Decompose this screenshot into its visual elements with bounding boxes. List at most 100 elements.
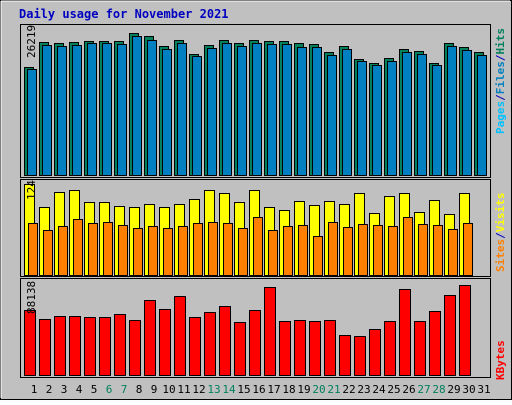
hits-files-pages-bars: [24, 33, 487, 176]
bar-files-day-5: [87, 43, 97, 176]
sites-visits-panel: 124 Sites/Visits: [20, 179, 507, 277]
legend-separator: /: [494, 232, 507, 239]
day-label-25: 25: [387, 383, 400, 396]
bar-files-day-30: [462, 50, 472, 176]
bar-sites-day-30: [463, 223, 473, 276]
bar-kbytes-day-10: [159, 309, 171, 376]
bar-sites-day-28: [433, 225, 443, 276]
kbytes-panel: 88138 KBytes: [20, 278, 507, 380]
day-label-30: 30: [462, 383, 475, 396]
bar-sites-day-13: [208, 222, 218, 276]
day-label-14: 14: [222, 383, 236, 396]
legend-separator: /: [494, 54, 507, 61]
bar-files-day-21: [327, 55, 337, 176]
bar-sites-day-20: [313, 236, 323, 276]
day-label-17: 17: [267, 383, 280, 396]
bar-files-day-15: [237, 46, 247, 176]
bar-kbytes-day-18: [279, 321, 291, 376]
bar-files-day-12: [192, 56, 202, 176]
kbytes-legend: KBytes: [494, 340, 507, 380]
bar-kbytes-day-19: [294, 320, 306, 376]
day-label-20: 20: [312, 383, 325, 396]
day-label-9: 9: [151, 383, 158, 396]
bar-sites-day-11: [178, 226, 188, 276]
bar-kbytes-day-16: [249, 310, 261, 376]
sites-visits-legend: Sites/Visits: [494, 193, 507, 273]
bar-files-day-16: [252, 43, 262, 176]
panel-2-axis-label: Sites/Visits: [494, 193, 507, 273]
bar-kbytes-day-17: [264, 287, 276, 376]
bar-kbytes-day-5: [84, 317, 96, 376]
bar-files-day-19: [297, 47, 307, 176]
day-label-10: 10: [162, 383, 175, 396]
bar-sites-day-27: [418, 224, 428, 276]
legend-kbytes: KBytes: [494, 340, 507, 380]
day-label-15: 15: [237, 383, 250, 396]
bar-kbytes-day-6: [99, 317, 111, 376]
hits-files-pages-panel: 26219 Pages/Files/Hits: [20, 24, 507, 178]
legend-separator: /: [494, 94, 507, 101]
day-label-12: 12: [192, 383, 205, 396]
bar-kbytes-day-29: [444, 295, 456, 376]
bar-kbytes-day-30: [459, 285, 471, 376]
bar-files-day-25: [387, 61, 397, 176]
bar-sites-day-3: [58, 226, 68, 276]
bar-files-day-8: [132, 36, 142, 176]
bar-sites-day-22: [343, 227, 353, 276]
bar-sites-day-23: [358, 224, 368, 276]
bar-files-day-20: [312, 47, 322, 176]
day-label-3: 3: [61, 383, 68, 396]
bar-files-day-22: [342, 49, 352, 176]
day-label-1: 1: [31, 383, 38, 396]
bar-sites-day-16: [253, 217, 263, 276]
bar-files-day-10: [162, 49, 172, 176]
bar-kbytes-day-12: [189, 317, 201, 376]
bar-sites-day-29: [448, 229, 458, 276]
day-labels: 1 2 3 4 5 6 7 8 9 10 11 12 13 14 15 16 17 18 19 20 21 22 23 24 2…: [31, 383, 491, 396]
bar-sites-day-2: [43, 230, 53, 276]
bar-sites-day-24: [373, 225, 383, 276]
legend-files: Files: [494, 61, 507, 94]
bar-sites-day-7: [118, 225, 128, 276]
bar-sites-day-19: [298, 225, 308, 276]
bar-files-day-1: [27, 69, 37, 176]
bar-files-day-4: [72, 45, 82, 176]
sites-visits-bars: [24, 184, 473, 276]
bar-sites-day-4: [73, 219, 83, 276]
bar-files-day-14: [222, 43, 232, 176]
bar-sites-day-18: [283, 226, 293, 276]
bar-kbytes-day-7: [114, 314, 126, 376]
day-label-18: 18: [282, 383, 295, 396]
bar-kbytes-day-1: [24, 310, 36, 376]
legend-pages: Pages: [494, 101, 507, 134]
bar-sites-day-21: [328, 222, 338, 276]
hits-files-pages-legend: Pages/Files/Hits: [494, 28, 507, 134]
bar-sites-day-9: [148, 226, 158, 276]
day-label-26: 26: [402, 383, 415, 396]
bar-kbytes-day-14: [219, 306, 231, 376]
bar-sites-day-6: [103, 222, 113, 276]
day-label-28: 28: [432, 383, 445, 396]
bar-files-day-11: [177, 43, 187, 176]
bar-sites-day-15: [238, 228, 248, 276]
day-label-2: 2: [46, 383, 53, 396]
legend-hits: Hits: [494, 28, 507, 55]
kbytes-bars: [24, 285, 471, 376]
day-label-8: 8: [136, 383, 143, 396]
bar-kbytes-day-3: [54, 316, 66, 376]
bar-kbytes-day-20: [309, 321, 321, 376]
day-label-7: 7: [121, 383, 128, 396]
panel-2-y-tick: 124: [25, 180, 38, 200]
bar-files-day-31: [477, 55, 487, 176]
bar-sites-day-12: [193, 223, 203, 276]
bar-files-day-3: [57, 46, 67, 176]
day-label-21: 21: [327, 383, 340, 396]
bar-files-day-13: [207, 48, 217, 176]
bar-kbytes-day-13: [204, 312, 216, 376]
bar-files-day-23: [357, 61, 367, 176]
bar-kbytes-day-2: [39, 319, 51, 376]
bar-kbytes-day-22: [339, 335, 351, 376]
bar-sites-day-17: [268, 230, 278, 276]
bar-kbytes-day-24: [369, 329, 381, 376]
day-label-13: 13: [207, 383, 220, 396]
